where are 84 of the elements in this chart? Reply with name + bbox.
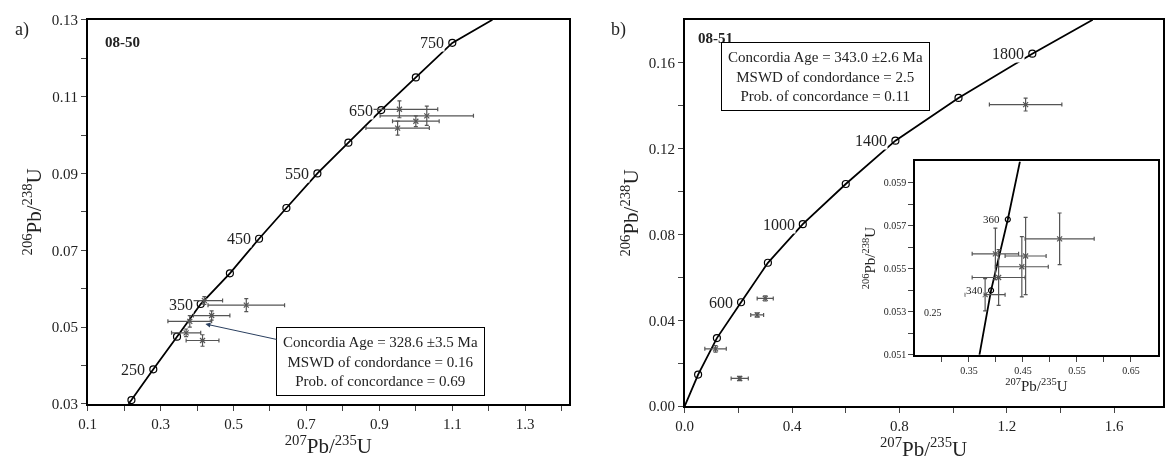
point <box>1022 252 1029 260</box>
annotation: 600 <box>709 294 733 311</box>
point <box>1056 235 1063 242</box>
annotation: 1000 <box>763 216 795 233</box>
annotation: 0.25 <box>924 307 942 318</box>
x-axis-title: $^{207}$Pb/$^{235}$U <box>1005 375 1068 394</box>
x-tick-label: 1.2 <box>997 417 1017 434</box>
y-tick-label: 0.11 <box>52 88 78 105</box>
annotation: 08-51 <box>698 30 733 46</box>
y-tick-label: 0.03 <box>51 396 78 413</box>
y-tick-label: 0.051 <box>883 349 907 361</box>
point <box>396 106 403 113</box>
x-tick-label: 0.35 <box>960 364 978 376</box>
x-axis-title: $^{207}$Pb/$^{235}$U <box>284 431 372 459</box>
y-tick-label: 0.13 <box>51 12 78 29</box>
y-tick-label: 0.057 <box>883 220 907 232</box>
point <box>987 287 995 294</box>
y-tick-label: 0.05 <box>51 319 78 336</box>
annotation: 360 <box>983 213 1000 225</box>
text: a) <box>15 19 29 40</box>
point <box>282 203 291 213</box>
point <box>763 258 773 267</box>
x-tick-label: 0.5 <box>224 415 243 432</box>
x-tick-label: 0.0 <box>675 417 695 434</box>
point <box>225 269 234 278</box>
annotation: Concordia Age = 328.6 ±3.5 Ma MSWD of condordance = 0.16 Prob. of concordance = 0.69 <box>283 334 478 389</box>
text: b) <box>611 19 626 40</box>
point <box>377 105 386 115</box>
x-tick-label: 0.1 <box>78 415 98 432</box>
annotation: 350 <box>169 296 193 313</box>
point <box>448 38 457 47</box>
y-tick-label: 0.00 <box>648 398 675 415</box>
y-tick-label: 0.07 <box>51 242 79 259</box>
x-tick-label: 0.8 <box>890 417 909 434</box>
point <box>172 332 182 341</box>
x-tick-label: 0.55 <box>1068 364 1086 376</box>
y-tick-label: 0.16 <box>648 54 676 71</box>
x-tick-label: 0.9 <box>370 415 389 432</box>
point <box>313 169 322 178</box>
y-tick-label: 0.055 <box>883 263 907 275</box>
point <box>992 250 999 257</box>
y-tick-label: 0.04 <box>648 312 676 329</box>
annotation: Concordia Age = 343.0 ±2.6 Ma MSWD of condordance = 2.5 Prob. of concordance = 0.11 <box>728 49 923 104</box>
annotation: 08-50 <box>105 34 140 50</box>
point <box>1018 263 1025 270</box>
x-tick-label: 0.4 <box>782 417 802 434</box>
point <box>186 318 193 325</box>
point <box>798 220 807 229</box>
x-tick-label: 0.45 <box>1014 364 1032 376</box>
x-tick-label: 1.6 <box>1104 417 1125 434</box>
y-tick-label: 0.08 <box>648 226 675 243</box>
point <box>394 125 401 132</box>
point <box>694 370 703 379</box>
annotation: 250 <box>121 361 145 378</box>
annotation: 650 <box>349 102 373 119</box>
x-tick-label: 0.3 <box>151 415 170 432</box>
x-tick-label: 0.7 <box>297 415 317 432</box>
point <box>254 234 264 243</box>
x-axis-title: $^{207}$Pb/$^{235}$U <box>879 433 968 461</box>
point <box>127 395 136 405</box>
annotation: 550 <box>285 165 309 182</box>
point <box>954 93 963 103</box>
point <box>841 179 850 189</box>
point <box>1004 216 1011 223</box>
x-tick-label: 1.1 <box>442 415 462 432</box>
y-tick-label: 0.12 <box>648 140 675 157</box>
annotation: 450 <box>227 230 251 247</box>
point <box>243 302 250 309</box>
annotation: 1400 <box>855 132 887 149</box>
point <box>1028 49 1037 58</box>
point <box>736 298 746 307</box>
annotation: 340 <box>966 284 983 296</box>
point <box>891 136 900 145</box>
point <box>149 365 158 374</box>
x-tick-label: 1.3 <box>515 415 535 432</box>
y-tick-label: 0.053 <box>883 306 907 318</box>
point <box>411 73 420 82</box>
point <box>712 334 721 343</box>
y-tick-label: 0.09 <box>51 165 78 182</box>
annotation: 750 <box>420 34 444 51</box>
y-tick-label: 0.059 <box>883 177 907 189</box>
annotation: 1800 <box>992 45 1024 62</box>
point <box>344 138 353 147</box>
x-tick-label: 0.65 <box>1122 364 1140 376</box>
